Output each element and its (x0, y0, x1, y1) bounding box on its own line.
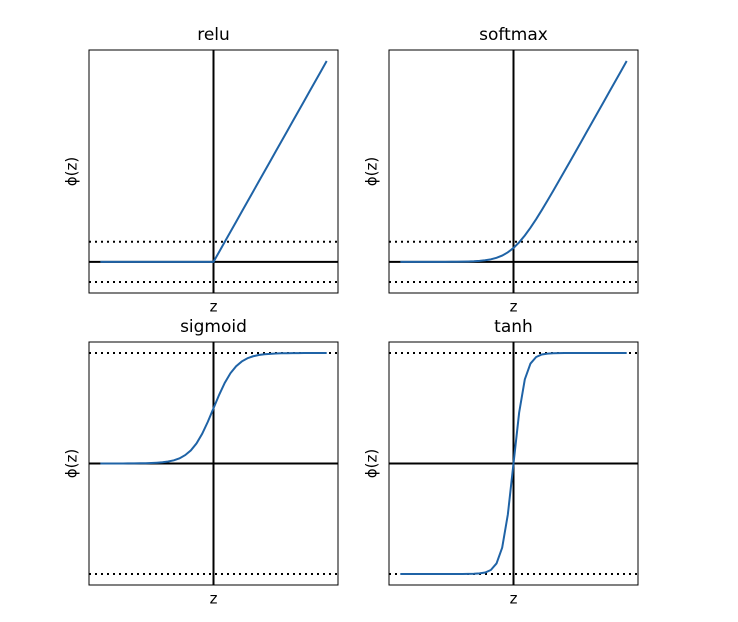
subplot-title: relu (197, 25, 230, 45)
subplot-title: softmax (479, 25, 548, 45)
x-axis-label: z (510, 298, 518, 316)
subplot: relu z ϕ(z) (63, 25, 339, 316)
x-axis-label: z (210, 590, 218, 608)
y-axis-label: ϕ(z) (363, 157, 381, 186)
subplot-title: tanh (494, 317, 533, 337)
x-axis-label: z (510, 590, 518, 608)
curve (400, 352, 627, 575)
curve (100, 60, 328, 263)
plot-frame (388, 341, 639, 586)
x-axis-label: z (210, 298, 218, 316)
plot-frame (88, 341, 339, 586)
plot-frame (88, 49, 339, 294)
y-axis-label: ϕ(z) (363, 449, 381, 478)
subplot: softmax z ϕ(z) (363, 25, 639, 316)
curve (100, 352, 327, 465)
y-axis-label: ϕ(z) (63, 449, 81, 478)
subplot: sigmoid z ϕ(z) (63, 317, 339, 608)
plot-frame (388, 49, 639, 294)
subplot-title: sigmoid (180, 317, 247, 337)
y-axis-label: ϕ(z) (63, 157, 81, 186)
subplot: tanh z ϕ(z) (363, 317, 639, 608)
curve (400, 60, 628, 263)
